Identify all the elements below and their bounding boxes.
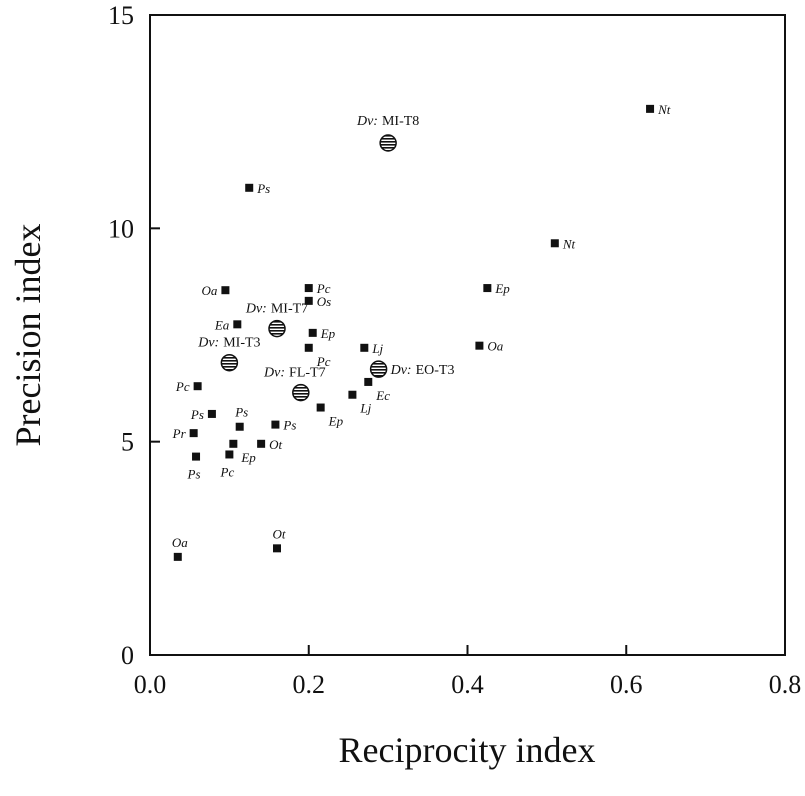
dv-species-label: Dv: bbox=[263, 366, 285, 381]
data-point bbox=[173, 552, 182, 561]
data-point-label: Ot bbox=[273, 526, 286, 541]
x-tick-label: 0.2 bbox=[293, 670, 326, 699]
data-point bbox=[304, 296, 313, 305]
data-point-label: Ep bbox=[240, 450, 256, 465]
data-point bbox=[273, 544, 281, 553]
dv-species-label: Dv: bbox=[197, 336, 219, 351]
dv-code-label: MI-T7 bbox=[271, 302, 308, 317]
data-point bbox=[360, 343, 369, 352]
data-point bbox=[229, 439, 238, 448]
data-point bbox=[225, 450, 234, 459]
data-point-label: Ps bbox=[256, 181, 270, 196]
data-point-label: Ep bbox=[328, 414, 344, 429]
dv-data-point-label: Dv: MI-T8 bbox=[356, 114, 419, 129]
data-point bbox=[221, 286, 230, 295]
data-point-label: Oa bbox=[487, 339, 503, 354]
dv-code-label: MI-T3 bbox=[223, 336, 260, 351]
data-point bbox=[550, 239, 559, 248]
data-point bbox=[304, 343, 313, 352]
data-point-label: Pr bbox=[172, 426, 187, 441]
data-point-label: Pc bbox=[316, 281, 331, 296]
dv-data-point-label: Dv: MI-T3 bbox=[197, 336, 260, 351]
x-tick-label: 0.4 bbox=[451, 670, 484, 699]
axis-ticks bbox=[149, 14, 786, 656]
data-point-label: Ot bbox=[269, 437, 282, 452]
data-point-label: Pc bbox=[220, 464, 235, 479]
data-point-label: Nt bbox=[562, 236, 576, 251]
dv-species-label: Dv: bbox=[356, 114, 378, 129]
dv-data-point bbox=[292, 383, 310, 402]
data-point bbox=[193, 382, 202, 391]
data-point bbox=[316, 403, 325, 412]
data-point-label: Ps bbox=[187, 467, 201, 482]
data-point bbox=[304, 284, 313, 293]
data-point bbox=[364, 377, 373, 386]
data-point-label: Oa bbox=[172, 535, 188, 550]
data-point-label: Pc bbox=[175, 379, 190, 394]
data-point-label: Ep bbox=[320, 326, 336, 341]
data-point bbox=[189, 429, 198, 438]
dv-data-point bbox=[220, 353, 239, 372]
data-point bbox=[271, 420, 280, 429]
data-point-label: Lj bbox=[359, 401, 371, 416]
data-point-label: Os bbox=[317, 294, 331, 309]
y-tick-label: 10 bbox=[108, 214, 134, 243]
data-point bbox=[192, 452, 201, 461]
data-point-label: Ec bbox=[375, 388, 390, 403]
data-point bbox=[207, 409, 216, 418]
data-point bbox=[257, 439, 266, 448]
data-point-label: Lj bbox=[371, 341, 383, 356]
dv-data-point-label: Dv: EO-T3 bbox=[390, 363, 455, 378]
data-point bbox=[475, 341, 484, 350]
data-point-label: Ps bbox=[282, 418, 296, 433]
x-tick-label: 0.6 bbox=[610, 670, 643, 699]
x-tick-label: 0.0 bbox=[134, 670, 167, 699]
dv-code-label: EO-T3 bbox=[416, 363, 455, 378]
data-point bbox=[646, 104, 655, 113]
dv-species-label: Dv: bbox=[245, 302, 267, 317]
data-point-label: Oa bbox=[202, 283, 218, 298]
x-tick-label: 0.8 bbox=[769, 670, 802, 699]
data-point-label: Ps bbox=[190, 407, 204, 422]
y-tick-label: 15 bbox=[108, 1, 134, 30]
data-point-label: Ep bbox=[494, 281, 510, 296]
data-point-label: Ps bbox=[234, 405, 248, 420]
dv-data-point-label: Dv: MI-T7 bbox=[245, 302, 308, 317]
data-point-label: Ea bbox=[214, 317, 230, 332]
axis-tick-labels: 0.0 0.2 0.4 0.6 0.8 0 5 10 15 bbox=[108, 1, 801, 699]
dv-code-label: MI-T8 bbox=[382, 114, 419, 129]
dv-data-point-label: Dv: FL-T7 bbox=[263, 366, 326, 381]
data-point bbox=[348, 390, 357, 399]
data-point bbox=[235, 422, 244, 431]
data-point-label: Nt bbox=[657, 102, 671, 117]
data-point-label: Pc bbox=[316, 354, 331, 369]
data-point bbox=[245, 183, 254, 192]
data-point bbox=[233, 320, 242, 329]
dv-species-label: Dv: bbox=[390, 363, 412, 378]
data-point bbox=[308, 328, 317, 337]
y-axis-title: Precision index bbox=[8, 224, 48, 447]
dv-data-point bbox=[369, 360, 388, 378]
data-point bbox=[483, 284, 492, 293]
dv-code-label: FL-T7 bbox=[289, 366, 326, 381]
y-tick-label: 0 bbox=[121, 641, 134, 670]
x-axis-title: Reciprocity index bbox=[339, 730, 596, 770]
dv-data-point bbox=[268, 319, 286, 338]
dv-data-point bbox=[379, 134, 397, 152]
y-tick-label: 5 bbox=[121, 428, 134, 457]
